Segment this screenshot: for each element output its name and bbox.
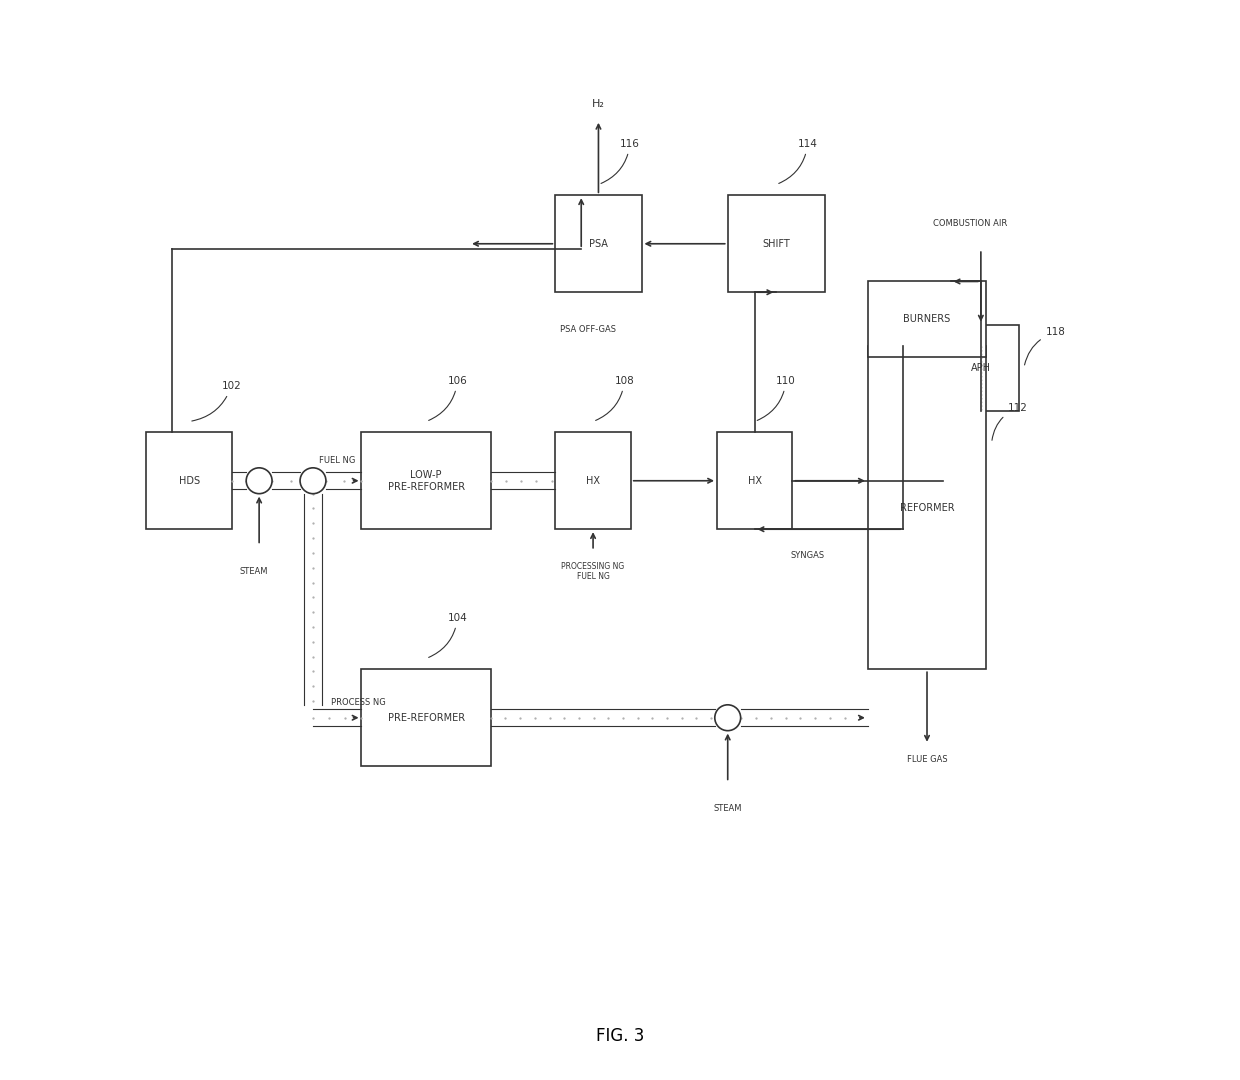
Text: 112: 112: [992, 403, 1028, 441]
FancyBboxPatch shape: [944, 325, 1018, 410]
Text: FUEL NG: FUEL NG: [319, 456, 356, 464]
FancyBboxPatch shape: [868, 282, 986, 356]
Text: PSA OFF-GAS: PSA OFF-GAS: [559, 325, 616, 334]
Text: PROCESSING NG
FUEL NG: PROCESSING NG FUEL NG: [562, 562, 625, 581]
FancyBboxPatch shape: [146, 432, 232, 529]
Text: 102: 102: [192, 381, 241, 421]
Text: COMBUSTION AIR: COMBUSTION AIR: [932, 218, 1007, 228]
Text: HX: HX: [587, 476, 600, 486]
Text: PRE-REFORMER: PRE-REFORMER: [388, 713, 465, 723]
FancyBboxPatch shape: [556, 432, 631, 529]
Text: 110: 110: [758, 376, 796, 420]
FancyBboxPatch shape: [362, 670, 491, 766]
FancyBboxPatch shape: [556, 195, 641, 293]
FancyBboxPatch shape: [868, 346, 986, 670]
Text: PSA: PSA: [589, 239, 608, 248]
Text: 114: 114: [779, 139, 817, 184]
Text: STEAM: STEAM: [713, 804, 742, 813]
Circle shape: [247, 468, 272, 494]
Text: HX: HX: [748, 476, 761, 486]
Text: REFORMER: REFORMER: [900, 502, 955, 513]
FancyBboxPatch shape: [717, 432, 792, 529]
Text: HDS: HDS: [179, 476, 200, 486]
Text: 116: 116: [601, 139, 640, 184]
Circle shape: [714, 705, 740, 731]
Text: 104: 104: [429, 612, 467, 658]
Text: STEAM: STEAM: [239, 567, 268, 576]
Circle shape: [300, 468, 326, 494]
Text: APH: APH: [971, 363, 991, 373]
Text: H₂: H₂: [591, 99, 605, 109]
Text: 108: 108: [595, 376, 635, 420]
Text: 106: 106: [429, 376, 467, 420]
FancyBboxPatch shape: [728, 195, 825, 293]
Text: LOW-P
PRE-REFORMER: LOW-P PRE-REFORMER: [388, 470, 465, 492]
Text: BURNERS: BURNERS: [904, 314, 951, 324]
Text: FIG. 3: FIG. 3: [595, 1026, 645, 1044]
Text: SYNGAS: SYNGAS: [790, 551, 825, 559]
Text: PROCESS NG: PROCESS NG: [331, 698, 386, 707]
Text: 118: 118: [1024, 327, 1065, 365]
Text: SHIFT: SHIFT: [763, 239, 790, 248]
FancyBboxPatch shape: [362, 432, 491, 529]
Text: FLUE GAS: FLUE GAS: [906, 755, 947, 765]
